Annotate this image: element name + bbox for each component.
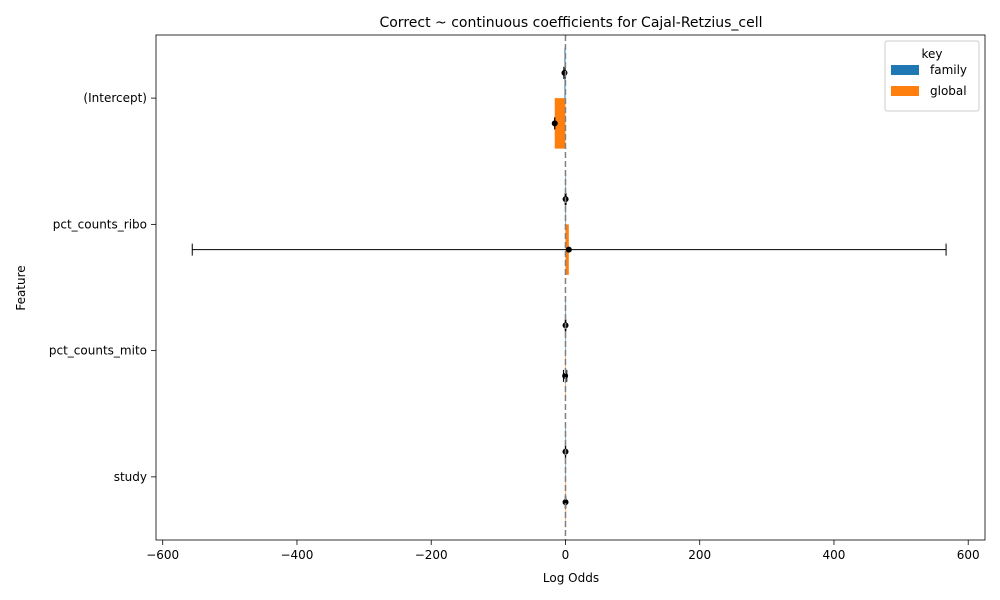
point-global-1	[565, 246, 572, 253]
x-axis: −600 −400 −200 0 200 400 600	[146, 540, 980, 562]
legend-label-family: family	[930, 63, 967, 77]
x-tick-label: −200	[415, 548, 448, 562]
chart-title: Correct ~ continuous coefficients for Ca…	[379, 15, 762, 31]
plot-frame	[155, 34, 986, 541]
x-tick-label: 200	[688, 548, 711, 562]
y-axis-title: Feature	[14, 265, 28, 310]
y-tick-label: pct_counts_mito	[49, 344, 147, 358]
x-tick-label: −600	[146, 548, 179, 562]
legend-title: key	[921, 47, 942, 61]
x-tick-label: −400	[280, 548, 313, 562]
x-tick-label: 400	[823, 548, 846, 562]
y-tick-label: (Intercept)	[83, 91, 147, 105]
point-family-0	[561, 69, 568, 76]
legend-swatch-family	[891, 65, 919, 75]
x-axis-title: Log Odds	[543, 571, 599, 585]
y-tick-label: study	[114, 470, 147, 484]
point-global-3	[562, 499, 569, 506]
x-tick-label: 0	[562, 548, 570, 562]
legend-label-global: global	[930, 84, 967, 98]
y-axis: (Intercept) pct_counts_ribo pct_counts_mit…	[49, 91, 156, 484]
bar-global-0	[554, 98, 566, 149]
legend-swatch-global	[891, 86, 919, 96]
point-global-2	[562, 372, 569, 379]
y-tick-label: pct_counts_ribo	[53, 217, 147, 231]
x-tick-label: 600	[957, 548, 980, 562]
point-global-0	[551, 120, 558, 127]
legend: key family global	[884, 40, 980, 112]
plot-area	[191, 35, 947, 540]
